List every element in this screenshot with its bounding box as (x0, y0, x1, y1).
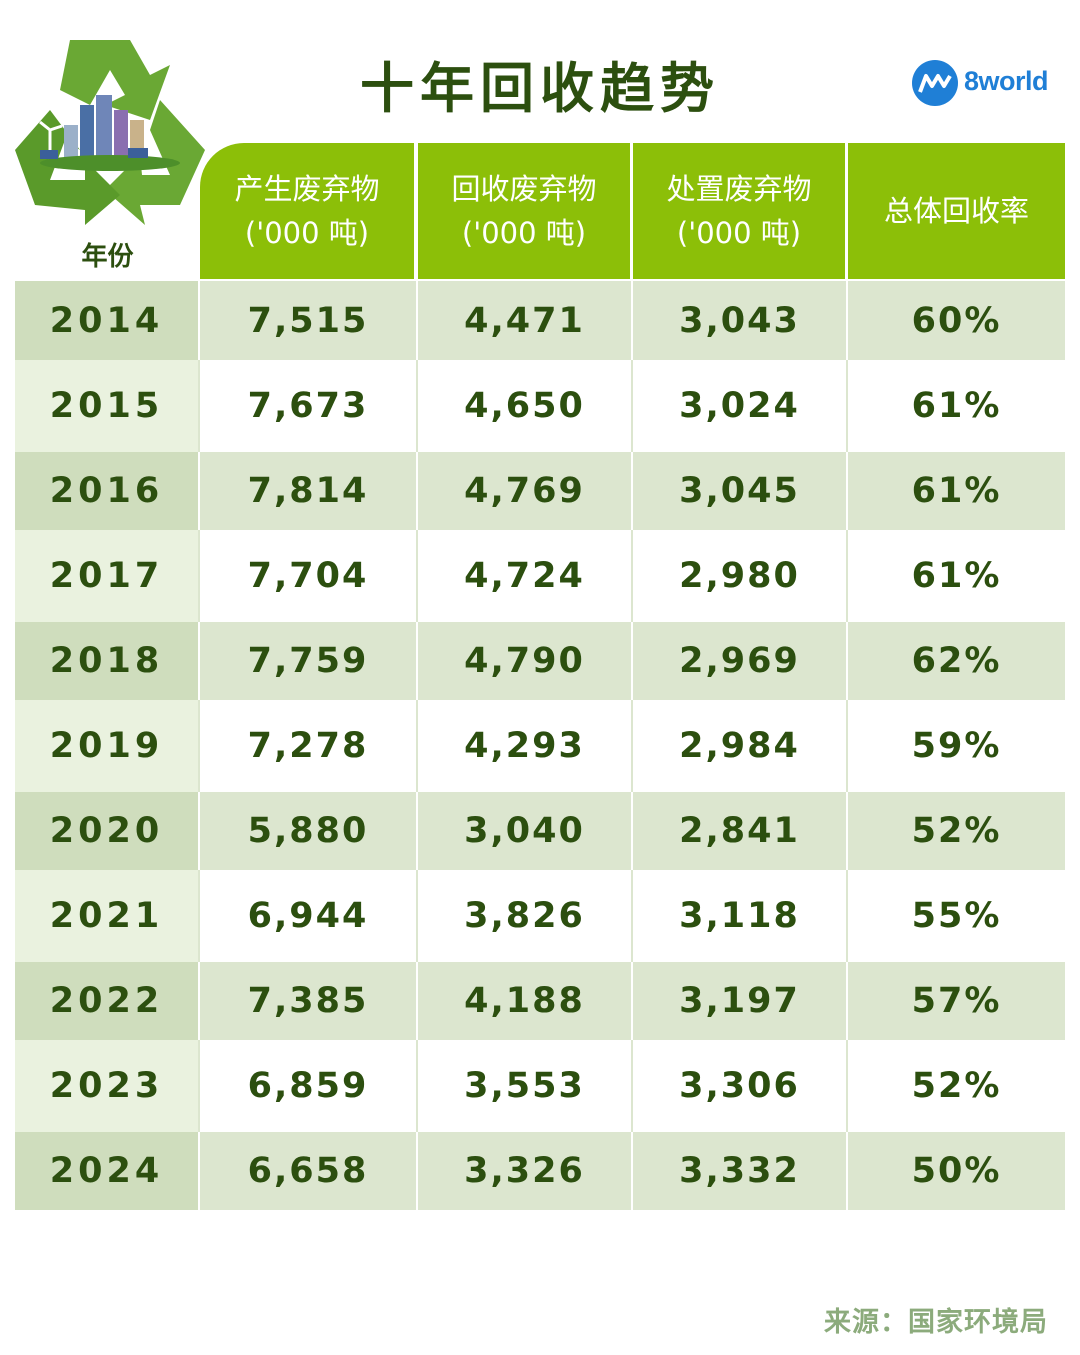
column-header-generated: 产生废弃物 ('000 吨) (200, 143, 414, 279)
recycled-cell: 4,769 (418, 452, 633, 530)
source-note: 来源：国家环境局 (824, 1307, 1048, 1338)
rate-cell: 52% (848, 1040, 1065, 1132)
year-cell: 2024 (15, 1132, 200, 1210)
brand-name: 8world (964, 66, 1049, 96)
year-cell: 2019 (15, 700, 200, 792)
rate-cell: 61% (848, 360, 1065, 452)
table-row: 2015 7,673 4,650 3,024 61% (15, 360, 1065, 452)
column-header-disposed: 处置废弃物 ('000 吨) (633, 143, 845, 279)
disposed-cell: 3,118 (633, 870, 848, 962)
generated-cell: 7,814 (200, 452, 418, 530)
recycled-cell: 3,326 (418, 1132, 633, 1210)
table-row: 2017 7,704 4,724 2,980 61% (15, 530, 1065, 622)
rate-cell: 50% (848, 1132, 1065, 1210)
table-row: 2022 7,385 4,188 3,197 57% (15, 962, 1065, 1040)
generated-cell: 7,704 (200, 530, 418, 622)
brand-logo: 8world (912, 60, 1052, 106)
generated-cell: 7,278 (200, 700, 418, 792)
recycled-cell: 4,724 (418, 530, 633, 622)
recycled-cell: 4,650 (418, 360, 633, 452)
disposed-cell: 3,024 (633, 360, 848, 452)
year-cell: 2020 (15, 792, 200, 870)
brand-mark-icon (912, 60, 958, 106)
recycled-cell: 4,471 (418, 281, 633, 360)
page-title: 十年回收趋势 (360, 57, 720, 120)
disposed-cell: 3,197 (633, 962, 848, 1040)
column-header-recycled: 回收废弃物 ('000 吨) (418, 143, 630, 279)
column-header-unit: ('000 吨) (244, 216, 370, 250)
generated-cell: 7,515 (200, 281, 418, 360)
year-cell: 2022 (15, 962, 200, 1040)
year-cell: 2016 (15, 452, 200, 530)
year-cell: 2021 (15, 870, 200, 962)
recycled-cell: 4,188 (418, 962, 633, 1040)
column-header-title: 回收废弃物 (451, 172, 597, 206)
recycled-cell: 3,040 (418, 792, 633, 870)
table-row: 2020 5,880 3,040 2,841 52% (15, 792, 1065, 870)
table-row: 2021 6,944 3,826 3,118 55% (15, 870, 1065, 962)
year-cell: 2015 (15, 360, 200, 452)
disposed-cell: 2,984 (633, 700, 848, 792)
disposed-cell: 2,841 (633, 792, 848, 870)
rate-cell: 60% (848, 281, 1065, 360)
table-row: 2024 6,658 3,326 3,332 50% (15, 1132, 1065, 1210)
rate-cell: 59% (848, 700, 1065, 792)
year-column-header: 年份 (81, 242, 134, 272)
column-header-title: 处置废弃物 (666, 172, 812, 206)
year-cell: 2017 (15, 530, 200, 622)
recycled-cell: 3,553 (418, 1040, 633, 1132)
rate-cell: 62% (848, 622, 1065, 700)
disposed-cell: 2,980 (633, 530, 848, 622)
disposed-cell: 3,043 (633, 281, 848, 360)
column-header-rate: 总体回收率 (848, 143, 1065, 279)
generated-cell: 7,759 (200, 622, 418, 700)
rate-cell: 52% (848, 792, 1065, 870)
disposed-cell: 3,045 (633, 452, 848, 530)
generated-cell: 7,673 (200, 360, 418, 452)
recycle-city-logo (10, 30, 210, 225)
disposed-cell: 2,969 (633, 622, 848, 700)
rate-cell: 61% (848, 452, 1065, 530)
generated-cell: 7,385 (200, 962, 418, 1040)
rate-cell: 57% (848, 962, 1065, 1040)
table-row: 2023 6,859 3,553 3,306 52% (15, 1040, 1065, 1132)
generated-cell: 5,880 (200, 792, 418, 870)
recycling-table: 2014 7,515 4,471 3,043 60% 2015 7,673 4,650 3,02… (15, 281, 1065, 1210)
table-row: 2018 7,759 4,790 2,969 62% (15, 622, 1065, 700)
column-header-unit: ('000 吨) (676, 216, 802, 250)
generated-cell: 6,859 (200, 1040, 418, 1132)
generated-cell: 6,944 (200, 870, 418, 962)
year-cell: 2018 (15, 622, 200, 700)
disposed-cell: 3,332 (633, 1132, 848, 1210)
rate-cell: 61% (848, 530, 1065, 622)
table-row: 2019 7,278 4,293 2,984 59% (15, 700, 1065, 792)
recycled-cell: 4,293 (418, 700, 633, 792)
column-header-unit: ('000 吨) (461, 216, 587, 250)
year-cell: 2014 (15, 281, 200, 360)
recycled-cell: 4,790 (418, 622, 633, 700)
table-row: 2016 7,814 4,769 3,045 61% (15, 452, 1065, 530)
column-header-title: 总体回收率 (883, 194, 1029, 228)
generated-cell: 6,658 (200, 1132, 418, 1210)
column-header-title: 产生废弃物 (234, 172, 380, 206)
disposed-cell: 3,306 (633, 1040, 848, 1132)
table-row: 2014 7,515 4,471 3,043 60% (15, 281, 1065, 360)
rate-cell: 55% (848, 870, 1065, 962)
recycled-cell: 3,826 (418, 870, 633, 962)
year-cell: 2023 (15, 1040, 200, 1132)
